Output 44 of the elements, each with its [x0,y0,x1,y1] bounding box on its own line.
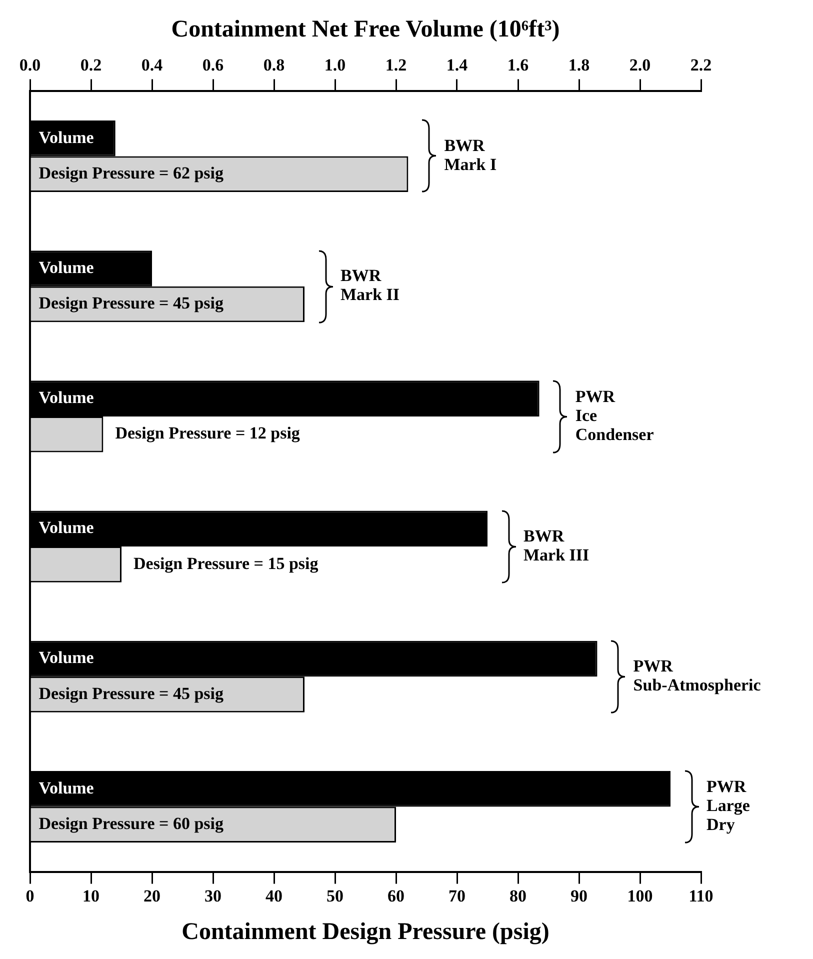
x2-tick-label: 0.4 [141,55,164,74]
x2-tick-label: 1.0 [324,55,346,74]
x2-axis-title: Containment Net Free Volume (10⁶ft³) [171,16,560,43]
x2-tick-label: 1.6 [507,55,529,74]
x2-tick-label: 1.2 [385,55,407,74]
x-tick-label: 80 [510,886,526,906]
x-tick-label: 0 [26,886,34,906]
x2-tick-label: 0.2 [80,55,102,74]
x-tick-label: 50 [326,886,344,906]
y-tick-label: BWR Mark II [340,266,400,304]
x-tick-label: 10 [82,886,100,906]
x-axis-title: Containment Design Pressure (psig) [182,918,550,945]
x2-tick-label: 2.0 [629,55,651,74]
text: Volume [38,128,94,147]
text: Volume [38,778,94,798]
x2-tick-label: 1.8 [568,55,590,74]
x2-tick-label: 1.4 [446,55,468,74]
x-tick-label: 30 [204,886,222,906]
x-tick-label: 70 [448,886,466,906]
data-label: Design Pressure = 45 psig [38,294,224,313]
data-label: Design Pressure = 62 psig [38,164,224,183]
data-label: Design Pressure = 15 psig [134,554,319,573]
y-tick-label: BWR Mark III [524,526,590,564]
x-tick-label: 60 [388,886,404,906]
text: Volume [38,648,94,668]
text: Volume [38,518,94,538]
data-label: Design Pressure = 60 psig [38,814,224,834]
x2-tick-label: 2.2 [690,55,712,74]
y-tick-label: BWR Mark I [444,136,497,174]
x-tick-label: 40 [266,886,282,906]
text: Volume [38,258,94,277]
x2-tick-label: 0.6 [202,55,224,74]
y-tick-label: PWR Ice Condenser [575,386,654,444]
x-tick-label: 90 [570,886,588,906]
x-tick-label: 100 [627,886,653,906]
series-label: Volume [38,388,94,407]
x2-tick-label: 0.8 [263,55,285,74]
x-tick-label: 110 [688,886,714,906]
x2-tick-label: 0.0 [19,55,41,74]
y-tick-label: PWR Sub-Atmospheric [633,656,762,695]
data-label: Design Pressure = 45 psig [38,684,224,703]
y-tick-label: PWR Large Dry [706,777,750,834]
data-label: Design Pressure = 12 psig [115,424,300,443]
x-tick-label: 20 [144,886,160,906]
